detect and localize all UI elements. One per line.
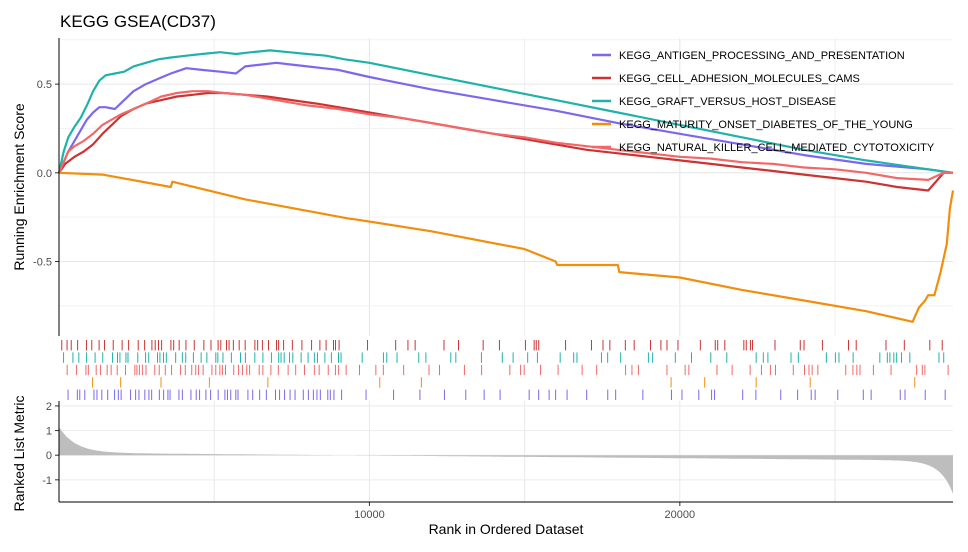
x-axis-ticks: 10000 20000 xyxy=(354,502,695,521)
es-line xyxy=(58,91,953,192)
es-y-axis-title: Running Enrichment Score xyxy=(11,103,27,271)
x-tick-label: 20000 xyxy=(665,509,696,521)
enrichment-score-panel: 0.5 0.0 -0.5 Running Enrichment Score xyxy=(11,38,955,336)
chart-title: KEGG GSEA(CD37) xyxy=(60,12,216,31)
x-tick-label: 10000 xyxy=(354,509,385,521)
metric-gridlines xyxy=(59,401,953,502)
metric-y-tick-label: -1 xyxy=(42,475,52,487)
x-axis-title: Rank in Ordered Dataset xyxy=(429,521,584,537)
metric-y-tick-label: 1 xyxy=(46,426,52,438)
es-y-axis-ticks: 0.5 0.0 -0.5 xyxy=(33,79,59,269)
metric-y-axis-title: Ranked List Metric xyxy=(11,396,27,512)
legend-label: KEGG_MATURITY_ONSET_DIABETES_OF_THE_YOUN… xyxy=(619,119,913,131)
es-y-tick-label: 0.5 xyxy=(37,79,52,91)
es-line xyxy=(57,90,953,181)
legend-label: KEGG_GRAFT_VERSUS_HOST_DISEASE xyxy=(619,96,836,108)
metric-y-axis-ticks: 2 1 0 -1 xyxy=(42,401,59,487)
legend-label: KEGG_NATURAL_KILLER_CELL_MEDIATED_CYTOTO… xyxy=(619,142,935,154)
ranked-metric-panel: 2 1 0 -1 10000 20000 Ranked List Metric Rank… xyxy=(11,396,953,537)
legend-label: KEGG_CELL_ADHESION_MOLECULES_CAMS xyxy=(619,73,860,85)
gene-hits-panel xyxy=(61,340,949,400)
es-y-tick-label: -0.5 xyxy=(33,257,52,269)
es-line xyxy=(57,49,954,174)
es-line xyxy=(58,171,955,323)
ranked-metric-area xyxy=(59,426,953,494)
es-y-tick-label: 0.0 xyxy=(37,168,52,180)
legend: KEGG_ANTIGEN_PROCESSING_AND_PRESENTATION… xyxy=(592,50,935,154)
legend-label: KEGG_ANTIGEN_PROCESSING_AND_PRESENTATION xyxy=(619,50,905,62)
metric-y-tick-label: 2 xyxy=(46,401,52,413)
es-series-lines xyxy=(57,49,955,323)
metric-y-tick-label: 0 xyxy=(46,450,52,462)
es-line xyxy=(57,61,954,174)
es-gridlines xyxy=(59,38,953,336)
